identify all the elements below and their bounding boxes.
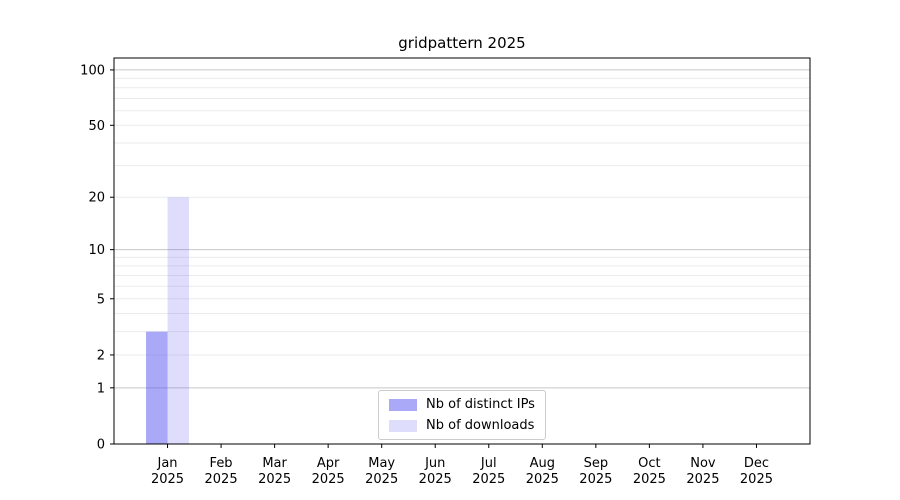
x-tick-label-year: 2025 (579, 472, 612, 487)
bar-jan-series-0 (146, 331, 168, 444)
x-tick-label-month: Jul (480, 456, 497, 471)
y-tick-label: 50 (88, 119, 105, 134)
x-tick-label-month: Feb (210, 456, 233, 471)
x-tick-label-month: Aug (530, 456, 555, 471)
x-tick-label-year: 2025 (526, 472, 559, 487)
chart-title: gridpattern 2025 (398, 34, 526, 52)
y-tick-label: 2 (97, 348, 105, 363)
x-tick-label-month: Dec (744, 456, 769, 471)
x-tick-label-year: 2025 (365, 472, 398, 487)
x-tick-label-month: Oct (638, 456, 660, 471)
x-tick-label-year: 2025 (151, 472, 184, 487)
y-tick-label: 1 (97, 381, 105, 396)
x-tick-label-year: 2025 (258, 472, 291, 487)
x-tick-label-month: Apr (317, 456, 340, 471)
legend-item-downloads: Nb of downloads (389, 418, 535, 433)
x-tick-label-month: Sep (584, 456, 609, 471)
x-tick-label-month: Nov (690, 456, 716, 471)
legend-item-distinct-ips: Nb of distinct IPs (389, 397, 535, 412)
plot-border (113, 57, 811, 445)
legend-label-distinct-ips: Nb of distinct IPs (426, 397, 535, 412)
legend: Nb of distinct IPs Nb of downloads (378, 390, 546, 440)
x-tick-label-year: 2025 (686, 472, 719, 487)
x-tick-label-month: Mar (262, 456, 287, 471)
x-tick-label-year: 2025 (312, 472, 345, 487)
x-tick-label-month: May (368, 456, 395, 471)
y-tick-label: 5 (97, 292, 105, 307)
x-tick-label-year: 2025 (205, 472, 238, 487)
x-tick-label-year: 2025 (472, 472, 505, 487)
legend-swatch-distinct-ips-icon (389, 398, 417, 411)
x-tick-label-year: 2025 (419, 472, 452, 487)
x-tick-label-month: Jan (157, 456, 178, 471)
y-tick-label: 20 (88, 191, 105, 206)
x-tick-label-year: 2025 (633, 472, 666, 487)
y-tick-label: 10 (88, 243, 105, 258)
legend-label-downloads: Nb of downloads (426, 418, 535, 433)
x-tick-label-year: 2025 (740, 472, 773, 487)
y-tick-label: 100 (80, 63, 105, 78)
x-tick-label-month: Jun (424, 456, 445, 471)
bar-jan-series-1 (167, 197, 190, 444)
legend-swatch-downloads-icon (389, 419, 417, 432)
y-tick-label: 0 (97, 438, 105, 453)
